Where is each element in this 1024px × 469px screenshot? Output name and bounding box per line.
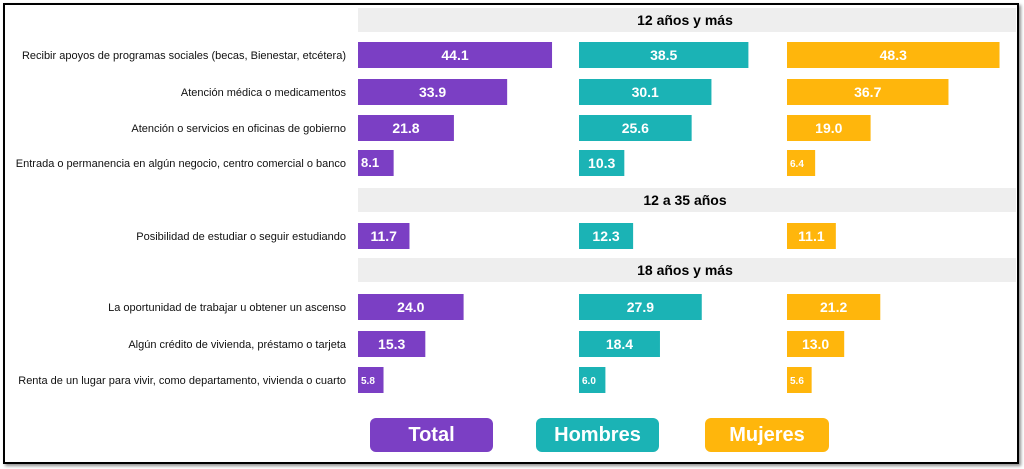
bar (579, 42, 749, 68)
bar (579, 223, 634, 249)
bar (787, 115, 871, 141)
data-label: 5.6 (790, 376, 804, 387)
legend-mujeres: Mujeres (705, 418, 829, 452)
bar (358, 367, 384, 393)
data-label: 24.0 (397, 299, 424, 315)
bar (787, 79, 949, 105)
bar (358, 223, 410, 249)
category-label: Algún crédito de vivienda, préstamo o ta… (128, 339, 347, 351)
data-label: 21.8 (392, 120, 419, 136)
bar (787, 42, 1000, 68)
category-label: Entrada o permanencia en algún negocio, … (16, 158, 346, 170)
bar (579, 150, 625, 176)
group-header-bg (358, 258, 1016, 282)
bar (579, 331, 660, 357)
data-label: 30.1 (632, 84, 659, 100)
bar (787, 331, 845, 357)
legend-mujeres-label: Mujeres (729, 423, 805, 446)
data-label: 6.4 (790, 159, 804, 170)
bar (787, 367, 812, 393)
data-label: 27.9 (627, 299, 654, 315)
group-title: 18 años y más (637, 262, 733, 278)
data-label: 11.7 (370, 228, 397, 244)
data-label: 48.3 (880, 47, 907, 63)
data-label: 13.0 (802, 336, 829, 352)
bar (358, 79, 508, 105)
group-header-bg (358, 8, 1016, 32)
legend-total-label: Total (408, 423, 455, 446)
data-label: 36.7 (854, 84, 881, 100)
group-title: 12 años y más (637, 12, 733, 28)
data-label: 33.9 (419, 84, 446, 100)
bar (579, 367, 606, 393)
bar (579, 115, 692, 141)
category-label: Recibir apoyos de programas sociales (be… (22, 50, 346, 62)
data-label: 6.0 (582, 376, 596, 387)
data-label: 12.3 (592, 228, 619, 244)
bar (358, 294, 464, 320)
category-label: Atención o servicios en oficinas de gobi… (131, 123, 346, 135)
data-label: 25.6 (622, 120, 649, 136)
bar (358, 331, 426, 357)
data-label: 5.8 (361, 376, 375, 387)
category-label: La oportunidad de trabajar u obtener un … (108, 302, 346, 314)
data-label: 15.3 (378, 336, 405, 352)
data-label: 19.0 (815, 120, 842, 136)
bar (579, 79, 712, 105)
bar (787, 223, 836, 249)
data-label: 18.4 (606, 336, 633, 352)
data-label: 38.5 (650, 47, 677, 63)
category-label: Renta de un lugar para vivir, como depar… (18, 375, 346, 387)
legend-total: Total (370, 418, 493, 452)
bar (787, 150, 816, 176)
group-title: 12 a 35 años (643, 192, 726, 208)
category-label: Posibilidad de estudiar o seguir estudia… (136, 231, 346, 243)
data-label: 21.2 (820, 299, 847, 315)
bar (358, 115, 454, 141)
bar (579, 294, 702, 320)
bar (358, 150, 394, 176)
bar (358, 42, 553, 68)
legend-hombres: Hombres (536, 418, 659, 452)
data-label: 44.1 (441, 47, 468, 63)
group-header-bg (358, 188, 1016, 212)
bar (787, 294, 881, 320)
data-label: 10.3 (588, 155, 615, 171)
category-label: Atención médica o medicamentos (181, 87, 347, 99)
data-label: 8.1 (361, 155, 379, 170)
data-label: 11.1 (798, 228, 825, 244)
legend-hombres-label: Hombres (554, 423, 641, 446)
